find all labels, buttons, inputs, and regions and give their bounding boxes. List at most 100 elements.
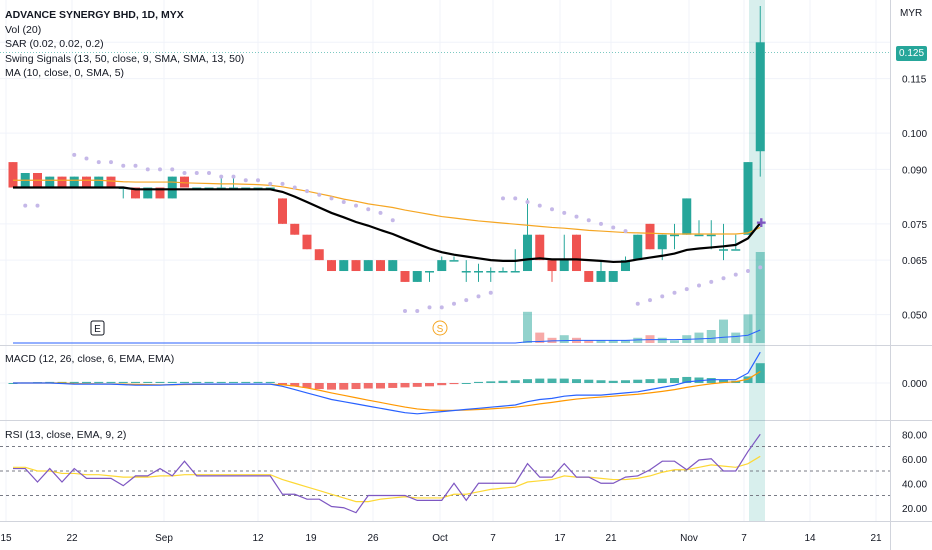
macd-histogram-bar [559,378,569,383]
sar-dot [182,171,187,175]
volume-bar [633,337,643,343]
volume-bar [743,314,753,343]
macd-legend: MACD (12, 26, close, 6, EMA, EMA) [5,352,174,367]
sar-dot [219,174,224,179]
macd-histogram-bar [621,380,630,383]
price-tick-label: 0.065 [902,256,927,267]
candle-body [69,176,79,188]
sar-dot [660,294,665,299]
rsi-tick-label: 20.00 [902,504,927,515]
price-axis[interactable]: 0.115 0.100 0.090 0.075 0.065 0.050 0.000 80.00… [902,75,927,515]
macd-histogram-bar [290,383,300,387]
sar-dot [366,207,371,212]
candle-body [719,249,728,251]
event-markers: E S [90,320,448,336]
macd-histogram-bar [547,378,557,383]
macd-histogram-bar [155,381,165,383]
indicator-swing-signals[interactable]: Swing Signals (13, 50, close, 9, SMA, SM… [5,52,245,65]
volume-bar [584,340,594,343]
sar-dot [243,178,248,183]
price-tick-label: 0.090 [902,165,927,176]
sar-dot [268,181,273,186]
macd-histogram-bar [302,383,312,388]
macd-histogram-bar [131,381,140,383]
macd-histogram-bar [584,379,594,383]
swing-sma-line [13,179,761,235]
macd-histogram-bar [596,380,606,383]
macd-histogram-bar [412,383,422,387]
volume-bar [596,340,606,343]
candle-body [351,260,361,272]
sar-dot [23,203,28,208]
macd-histogram-bar [449,383,459,385]
candle-body [8,162,18,188]
symbol-title[interactable]: ADVANCE SYNERGY BHD, 1D, MYX [5,9,184,21]
candle-body [314,249,324,261]
sar-dot [256,178,260,183]
macd-histogram-bar [229,381,238,383]
sar-dot [280,181,285,186]
candle-body [547,260,557,272]
time-tick-label: 7 [741,533,747,544]
time-tick-label: 17 [554,533,566,544]
time-tick-label: 7 [490,533,496,544]
indicator-macd[interactable]: MACD (12, 26, close, 6, EMA, EMA) [5,353,175,365]
sar-dot [194,171,199,175]
time-axis[interactable]: 15 22 Sep 12 19 26 Oct 7 17 21 Nov 7 14 21 [0,533,882,544]
candle-body [706,234,716,237]
indicator-rsi[interactable]: RSI (13, close, EMA, 9, 2) [5,429,127,441]
macd-histogram-bar [437,383,447,386]
candle-body [743,162,753,235]
time-tick-label: 14 [804,533,816,544]
volume-bar [694,332,704,343]
rsi-line [13,433,761,514]
split-marker-label: S [437,324,444,335]
candle-body [339,260,349,272]
time-tick-label: 21 [870,533,882,544]
macd-series [8,351,765,415]
volume-bar [547,337,557,343]
indicator-sar[interactable]: SAR (0.02, 0.02, 0.2) [5,38,104,50]
volume-bar [621,340,630,343]
earnings-marker[interactable] [90,320,105,336]
macd-histogram-bar [461,383,471,384]
candle-body [180,176,189,188]
candle-body [694,234,704,237]
time-tick-label: Sep [155,533,173,544]
sar-dot [292,185,297,190]
volume-bar [559,335,569,343]
price-overlays: ✚ [13,152,766,313]
sar-dot [207,171,211,175]
sar-dot [476,294,481,299]
sar-dot [390,218,395,223]
split-marker[interactable] [432,320,448,336]
macd-histogram-bar [327,383,336,390]
time-tick-label: 12 [252,533,264,544]
price-tick-label: 0.115 [902,75,927,86]
candle-body [621,260,630,272]
macd-histogram-bar [351,383,361,390]
sar-dot [145,167,150,172]
macd-histogram-bar [278,383,287,385]
sar-dot [354,203,358,208]
macd-histogram-bar [118,381,128,383]
volume-bar [719,319,728,343]
volume-bar [706,330,716,343]
sar-dot [329,196,334,201]
price-tick-label: 0.075 [902,220,927,231]
indicator-ma[interactable]: MA (10, close, 0, SMA, 5) [5,67,125,79]
sar-dot [305,189,309,194]
sar-dot [586,218,591,223]
indicator-vol[interactable]: Vol (20) [5,23,42,36]
candle-body [412,271,422,282]
macd-histogram-bar [363,383,373,389]
candle-body [143,187,153,199]
volume-bar [645,335,655,343]
candle-body [682,198,692,235]
candle-body [731,249,741,251]
currency-label: MYR [900,8,922,19]
macd-tick-label: 0.000 [902,379,927,390]
sar-dot [758,265,763,270]
candle-body [327,260,336,272]
